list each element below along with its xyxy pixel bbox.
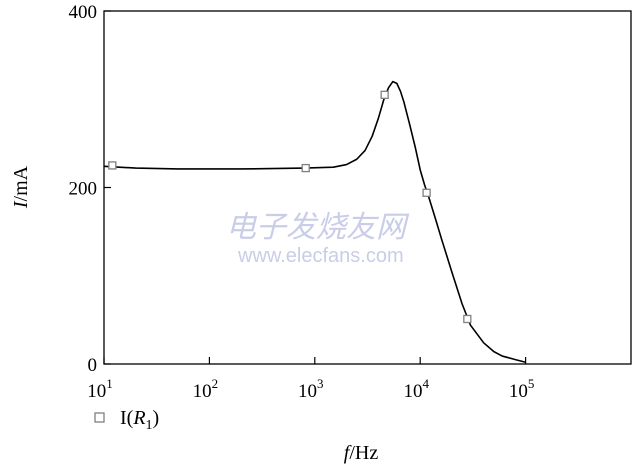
axis-ticks: 101 102 103 104 105 0 200 400 (69, 2, 535, 402)
x-tick-label: 101 (87, 376, 113, 402)
y-tick-label: 0 (88, 355, 98, 376)
data-point-marker (380, 90, 389, 99)
x-tick-label: 104 (403, 376, 429, 402)
data-point-marker (463, 314, 472, 324)
x-tick-label: 103 (298, 376, 324, 402)
watermark-chinese: 电子发烧友网 (226, 210, 410, 245)
y-axis-label: I/mA (10, 165, 32, 209)
data-point-marker (422, 188, 431, 197)
legend-label: I(R1) (120, 407, 159, 433)
x-tick-label: 102 (193, 376, 219, 402)
watermark-url: www.elecfans.com (237, 245, 404, 267)
data-point-marker (301, 163, 310, 173)
x-tick-label: 105 (509, 376, 535, 402)
series-layer (103, 80, 526, 364)
legend-marker-square (94, 412, 105, 423)
data-point-marker (108, 161, 117, 170)
plot-frame (103, 10, 632, 365)
x-axis-label: f/Hz (344, 442, 379, 464)
watermark: 电子发烧友网 www.elecfans.com (226, 210, 410, 267)
legend: I(R1) (94, 407, 159, 433)
y-tick-label: 400 (69, 2, 98, 23)
axis-labels: I/mA f/Hz (10, 165, 378, 464)
y-tick-label: 200 (69, 179, 98, 200)
